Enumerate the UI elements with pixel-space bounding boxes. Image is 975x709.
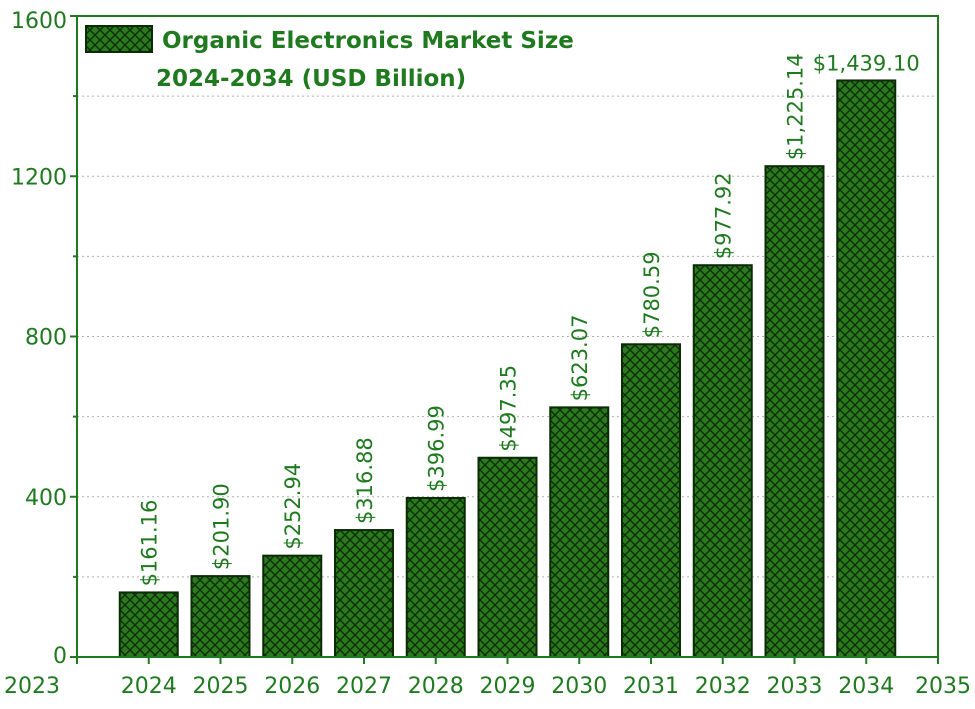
legend-label: Organic Electronics Market Size bbox=[162, 28, 574, 54]
x-tick-label: 2028 bbox=[408, 674, 464, 699]
data-label: $780.59 bbox=[640, 251, 664, 338]
y-tick-label: 800 bbox=[25, 326, 67, 351]
bar bbox=[190, 575, 251, 659]
y-tick-label: 1600 bbox=[11, 9, 67, 34]
x-tick-label: 2026 bbox=[264, 674, 320, 699]
data-labels: $161.16 $201.90 $252.94 $316.88 $396.99 $497.… bbox=[138, 51, 920, 586]
legend-swatch bbox=[85, 25, 153, 53]
data-label: $161.16 bbox=[138, 500, 162, 587]
y-tick-label: 1200 bbox=[11, 165, 67, 190]
bar bbox=[262, 554, 323, 658]
x-tick-label: 2027 bbox=[336, 674, 392, 699]
axes: 0 400 800 1200 1600 2023 2024 2025 2026 2027 2028 2… bbox=[4, 9, 971, 699]
x-tick-label: 2033 bbox=[767, 674, 823, 699]
data-label: $497.35 bbox=[497, 365, 521, 452]
legend-sublabel: 2024-2034 (USD Billion) bbox=[156, 66, 466, 92]
x-tick-label: 2034 bbox=[838, 674, 894, 699]
data-label: $252.94 bbox=[281, 463, 305, 550]
bar bbox=[549, 406, 610, 658]
bars bbox=[118, 79, 897, 659]
x-tick-label: 2035 bbox=[915, 674, 971, 699]
x-tick-label: 2031 bbox=[623, 674, 679, 699]
x-tick-label: 2025 bbox=[193, 674, 249, 699]
data-label: $201.90 bbox=[210, 483, 234, 570]
data-label: $396.99 bbox=[425, 405, 449, 492]
y-tick-label: 400 bbox=[25, 486, 67, 511]
bar bbox=[764, 165, 825, 658]
data-label: $316.88 bbox=[353, 437, 377, 524]
data-label: $977.92 bbox=[712, 172, 736, 259]
bar bbox=[405, 496, 466, 658]
bar bbox=[836, 79, 897, 658]
bar bbox=[621, 343, 681, 658]
bar bbox=[118, 591, 179, 659]
data-label: $1,225.14 bbox=[784, 53, 808, 160]
bar bbox=[477, 456, 538, 658]
x-tick-label: 2023 bbox=[4, 674, 60, 699]
legend: Organic Electronics Market Size 2024-203… bbox=[85, 25, 574, 92]
x-tick-label: 2030 bbox=[551, 674, 607, 699]
x-tick-label: 2024 bbox=[121, 674, 177, 699]
bar bbox=[334, 529, 394, 658]
data-label: $1,439.10 bbox=[813, 51, 920, 75]
x-tick-label: 2029 bbox=[480, 674, 536, 699]
x-tick-label: 2032 bbox=[695, 674, 751, 699]
bar bbox=[692, 264, 753, 658]
y-tick-label: 0 bbox=[53, 644, 67, 669]
data-label: $623.07 bbox=[568, 315, 592, 402]
